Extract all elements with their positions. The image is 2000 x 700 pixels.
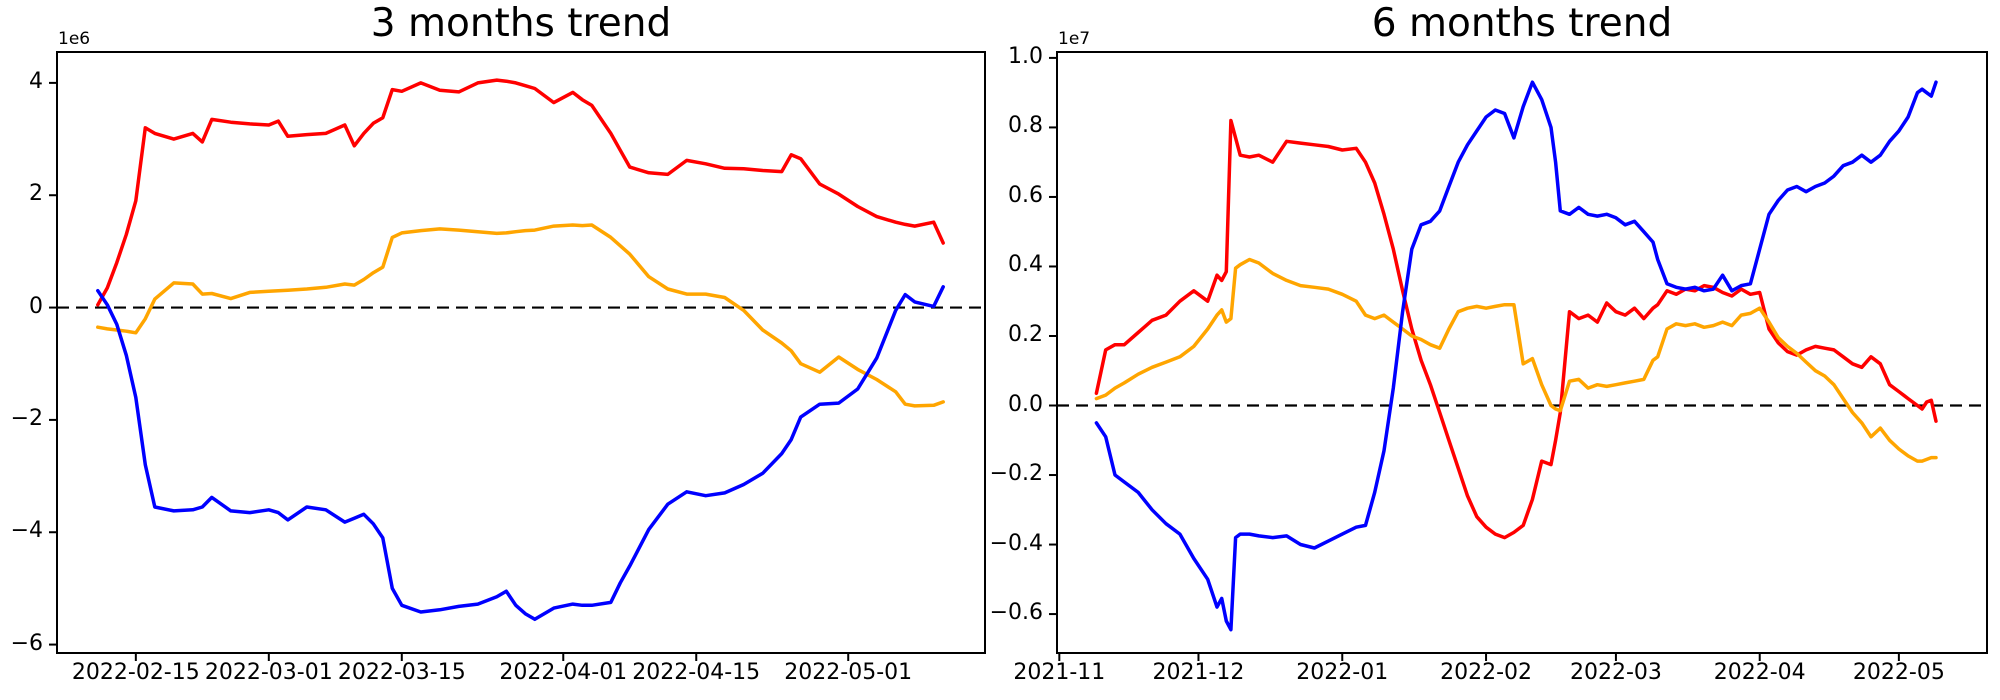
right-chart-x-tick-label: 2021-11 (1013, 660, 1106, 685)
left-y-axis-offset-label: 1e6 (58, 29, 91, 49)
right-chart-x-tick-label: 2022-02 (1440, 660, 1532, 685)
right-chart-y-tick-label: −0.2 (989, 461, 1043, 487)
left-chart-y-tick-label: −4 (10, 518, 43, 544)
right-chart-title: 6 months trend (1371, 1, 1673, 46)
right-chart-series-line-blue (1094, 80, 1938, 632)
left-chart-y-tick-label: 0 (29, 293, 43, 319)
right-chart-y-tick-label: 0.8 (1008, 113, 1043, 139)
left-chart-x-tick-label: 2022-04-01 (499, 660, 628, 685)
right-y-axis-offset-label: 1e7 (1058, 29, 1091, 49)
right-chart-spines (1056, 51, 1988, 654)
right-chart-series-line-orange (1094, 257, 1938, 463)
right-chart-x-tick-label: 2022-05 (1852, 660, 1945, 685)
right-chart-y-tick-label: 0.6 (1008, 182, 1043, 208)
left-chart-x-tick-label: 2022-02-15 (71, 660, 200, 685)
right-chart-y-tick-label: 0.2 (1008, 321, 1043, 347)
left-chart-series-line-blue (96, 285, 945, 622)
left-chart-title: 3 months trend (370, 1, 672, 46)
right-chart-y-tick-label: −0.4 (989, 530, 1043, 556)
left-chart-x-tick-label: 2022-04-15 (632, 660, 761, 685)
left-chart-x-tick-label: 2022-05-01 (784, 660, 913, 685)
right-chart-y-tick-label: 0.4 (1008, 252, 1043, 278)
right-chart-x-tick-label: 2022-01 (1296, 660, 1389, 685)
left-chart-y-tick-label: −2 (10, 405, 43, 431)
right-chart-y-tick-label: 1.0 (1008, 43, 1043, 69)
left-chart-y-tick-label: 2 (29, 181, 43, 207)
right-chart-y-tick-label: −0.6 (989, 600, 1043, 626)
left-chart-series-line-orange (96, 223, 945, 408)
right-chart-x-tick-label: 2021-12 (1152, 660, 1245, 685)
left-chart-x-tick-label: 2022-03-01 (204, 660, 333, 685)
right-chart-series-line-red (1094, 118, 1938, 540)
left-chart-series-line-red (96, 78, 945, 307)
right-chart-x-tick-label: 2022-03 (1569, 660, 1662, 685)
left-chart-spines (56, 51, 986, 654)
left-chart-y-tick-label: 4 (29, 68, 43, 94)
left-chart-x-tick-label: 2022-03-15 (337, 660, 466, 685)
left-chart-y-tick-label: −6 (10, 630, 43, 656)
right-chart-x-tick-label: 2022-04 (1713, 660, 1806, 685)
right-chart-y-tick-label: 0.0 (1008, 391, 1043, 417)
